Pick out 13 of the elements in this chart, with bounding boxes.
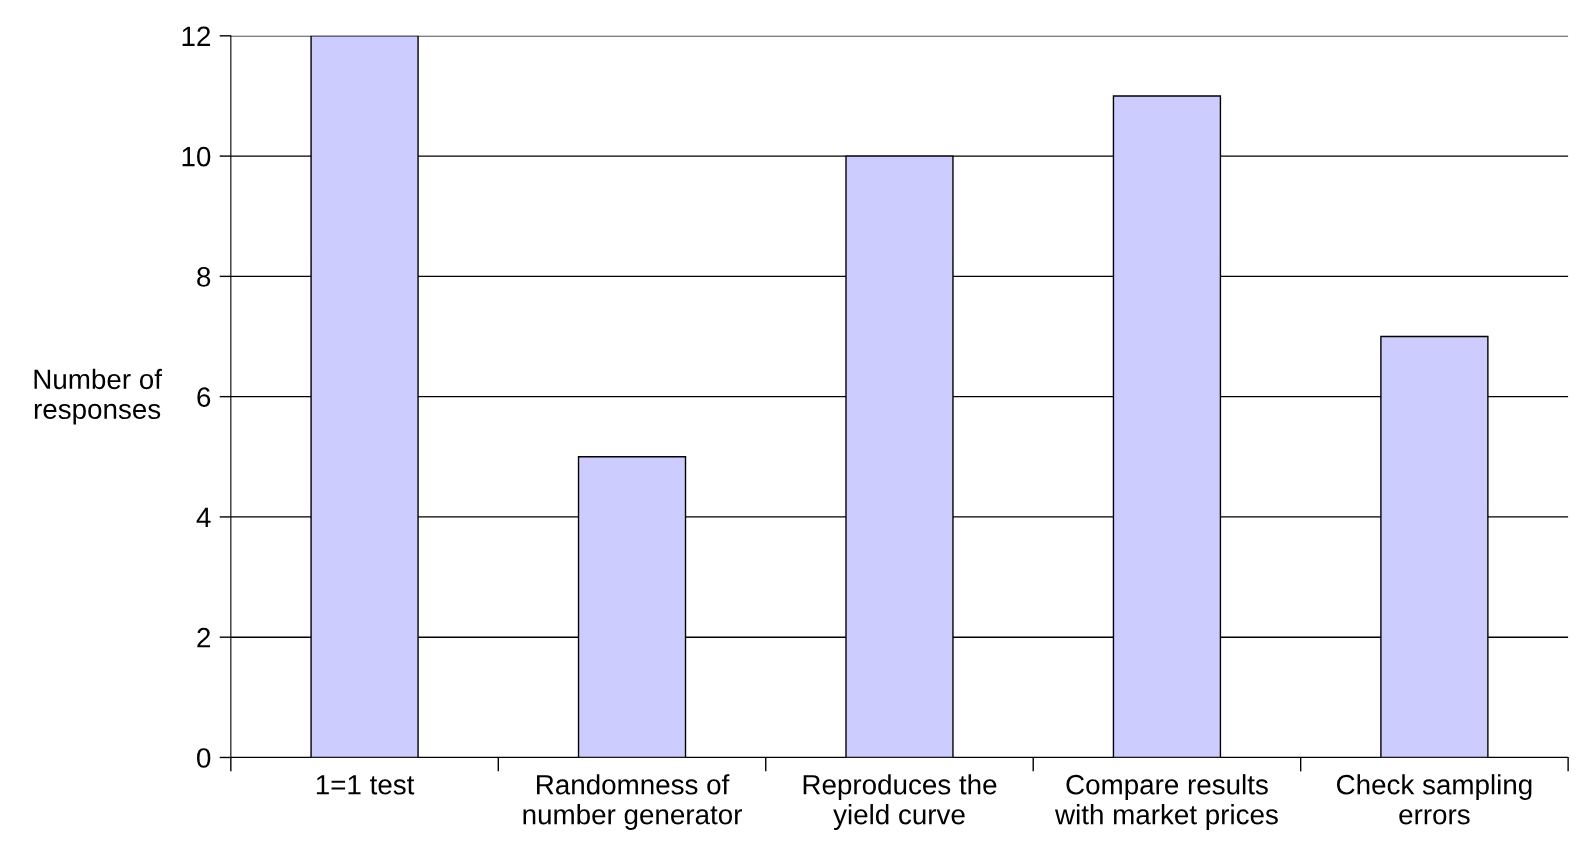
- x-tick-label: Compare results with market prices: [1054, 774, 1278, 830]
- y-tick-label: 4: [196, 507, 211, 527]
- y-tick-label: 8: [197, 267, 211, 287]
- x-tick-label: Randomness of number generator: [523, 774, 742, 830]
- y-tick-label: 0: [197, 748, 211, 768]
- x-tick-label: 1=1 test: [316, 775, 415, 795]
- x-tick-label: Reproduces the yield curve: [803, 774, 997, 830]
- y-tick-label: 12: [182, 26, 210, 46]
- y-tick-label: 10: [182, 146, 211, 167]
- y-tick-label: 2: [197, 627, 210, 648]
- y-tick-label: 6: [197, 387, 211, 407]
- x-tick-label: Check sampling errors: [1337, 774, 1532, 825]
- y-axis-title: Number of responses: [34, 368, 162, 425]
